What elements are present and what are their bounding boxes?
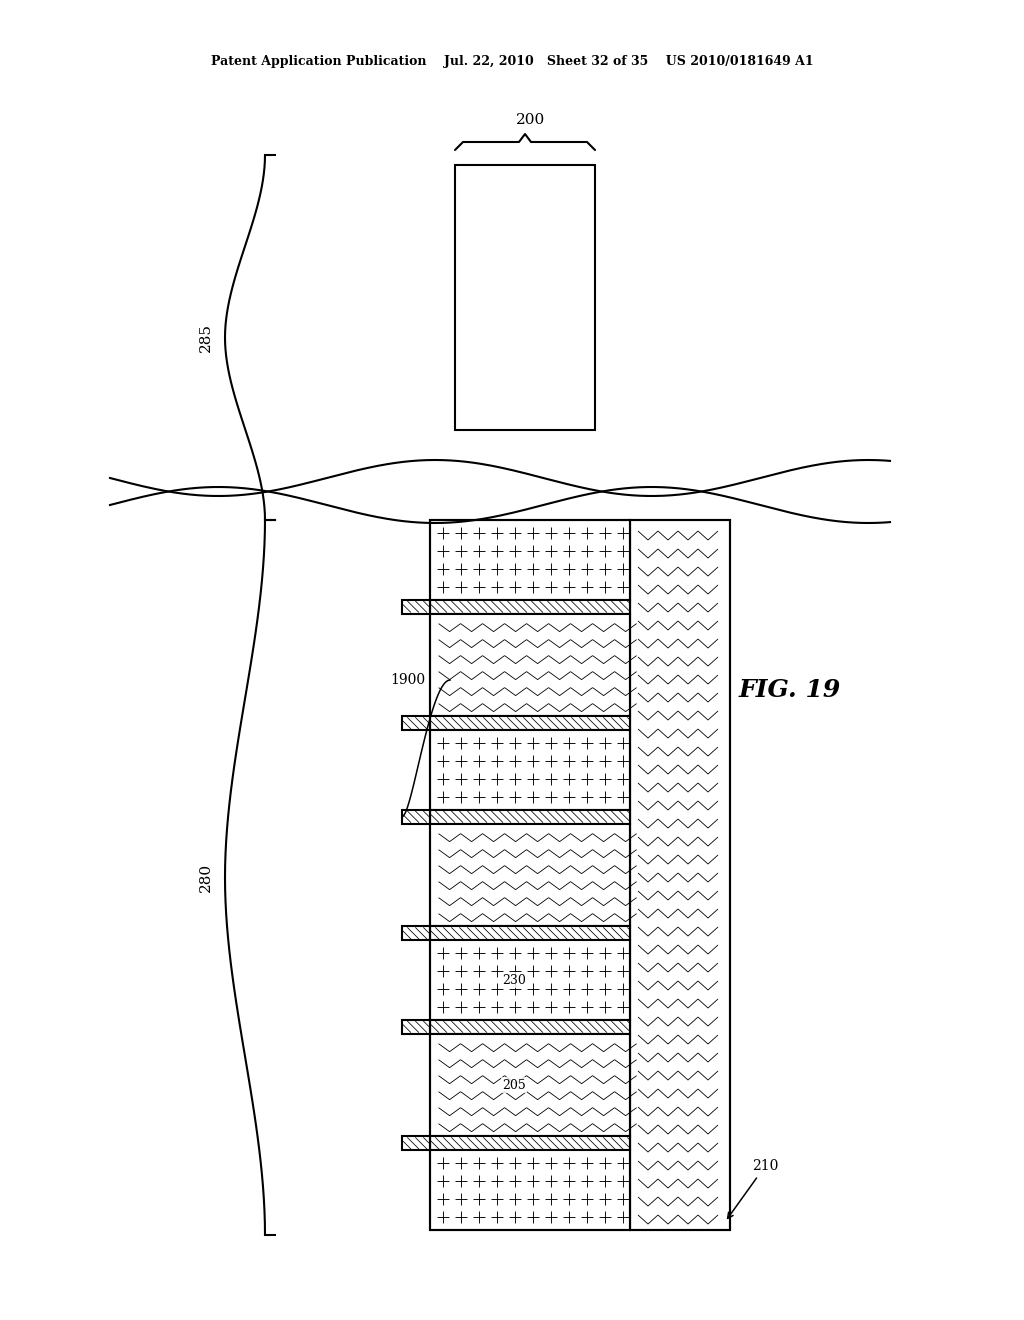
Bar bbox=[430, 520, 630, 599]
Text: 210: 210 bbox=[728, 1159, 778, 1218]
Bar bbox=[430, 940, 630, 1020]
Bar bbox=[430, 1020, 630, 1034]
Bar bbox=[430, 810, 630, 824]
Bar bbox=[402, 810, 430, 824]
Bar bbox=[430, 599, 630, 614]
Bar bbox=[402, 599, 430, 614]
Text: 285: 285 bbox=[199, 323, 213, 352]
Bar bbox=[430, 614, 630, 717]
Bar bbox=[455, 165, 595, 430]
Bar bbox=[430, 717, 630, 730]
Bar bbox=[430, 927, 630, 940]
Text: 280: 280 bbox=[199, 863, 213, 892]
Bar bbox=[430, 1034, 630, 1137]
Text: 230: 230 bbox=[502, 974, 526, 986]
Text: 1900: 1900 bbox=[390, 673, 425, 686]
Bar bbox=[630, 520, 730, 1230]
Bar bbox=[430, 730, 630, 810]
Bar bbox=[402, 1137, 430, 1150]
Bar bbox=[430, 520, 730, 1230]
Bar bbox=[402, 927, 430, 940]
Text: 200: 200 bbox=[516, 114, 546, 127]
Bar bbox=[402, 1020, 430, 1034]
Text: Patent Application Publication    Jul. 22, 2010   Sheet 32 of 35    US 2010/0181: Patent Application Publication Jul. 22, … bbox=[211, 55, 813, 69]
Bar bbox=[430, 1137, 630, 1150]
Bar bbox=[430, 824, 630, 927]
Text: FIG. 19: FIG. 19 bbox=[739, 678, 841, 702]
Bar bbox=[402, 717, 430, 730]
Bar bbox=[430, 1150, 630, 1230]
Text: 205: 205 bbox=[502, 1078, 526, 1092]
